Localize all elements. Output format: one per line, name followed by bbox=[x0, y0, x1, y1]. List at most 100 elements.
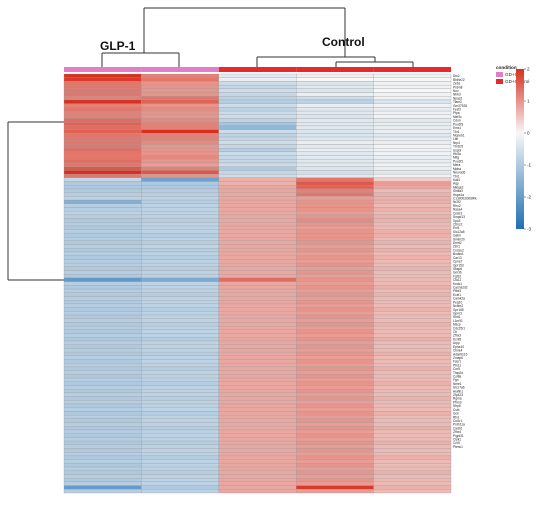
heatmap-cell bbox=[141, 218, 219, 223]
gene-label: Rgma bbox=[453, 397, 462, 401]
heatmap-cell bbox=[373, 222, 452, 227]
heatmap-cell bbox=[218, 344, 297, 349]
gene-label: Uspl3 bbox=[453, 148, 461, 152]
heatmap-cell bbox=[63, 192, 142, 197]
legend: condition GD+GLP GD+Control bbox=[496, 65, 529, 84]
heatmap-cell bbox=[373, 414, 452, 419]
heatmap-cell bbox=[141, 437, 219, 442]
heatmap-cell bbox=[141, 274, 219, 279]
heatmap-cell bbox=[373, 422, 452, 427]
heatmap-cell bbox=[63, 478, 142, 483]
heatmap-cell bbox=[296, 207, 374, 212]
heatmap-cell bbox=[141, 337, 219, 342]
heatmap-cell bbox=[141, 370, 219, 375]
heatmap-cell bbox=[296, 478, 374, 483]
heatmap-cell bbox=[218, 318, 297, 323]
heatmap-cell bbox=[373, 92, 452, 97]
heatmap-cell bbox=[296, 266, 374, 271]
heatmap-cell bbox=[373, 396, 452, 401]
heatmap-cell bbox=[373, 322, 452, 327]
gene-label: Tfap2d bbox=[453, 371, 463, 375]
heatmap-cell bbox=[373, 144, 452, 149]
heatmap-cell bbox=[296, 233, 374, 238]
heatmap-cell bbox=[218, 181, 297, 186]
group-label-glp1: GLP-1 bbox=[100, 39, 136, 53]
heatmap-cell bbox=[141, 244, 219, 249]
heatmap-cell bbox=[141, 236, 219, 242]
heatmap-cell bbox=[218, 84, 297, 89]
gene-label: Smpd13 bbox=[453, 215, 465, 219]
heatmap-cell bbox=[141, 288, 219, 293]
heatmap-cell bbox=[218, 103, 297, 108]
gene-label: Ptenc1 bbox=[453, 445, 463, 449]
heatmap-cell bbox=[63, 181, 142, 186]
heatmap-cell bbox=[218, 148, 297, 153]
heatmap-cell bbox=[296, 400, 374, 405]
heatmap-cell bbox=[296, 88, 374, 93]
heatmap-cell bbox=[218, 329, 297, 334]
heatmap-cell bbox=[296, 314, 374, 319]
legend-title: condition bbox=[496, 65, 517, 70]
heatmap-cell bbox=[63, 463, 142, 468]
heatmap-cell bbox=[296, 274, 374, 279]
heatmap-cell bbox=[63, 188, 142, 193]
heatmap-cell bbox=[63, 88, 142, 93]
heatmap-cell bbox=[63, 148, 142, 153]
column-dendrogram bbox=[101, 7, 414, 67]
gene-label: Bhlhe22 bbox=[453, 78, 465, 82]
heatmap-cell bbox=[218, 426, 297, 431]
heatmap-cell bbox=[141, 318, 219, 323]
heatmap-cell bbox=[373, 214, 452, 219]
heatmap-cell bbox=[373, 407, 452, 412]
heatmap-cell bbox=[141, 125, 219, 130]
heatmap-cell bbox=[373, 466, 452, 471]
heatmap-cell bbox=[141, 133, 219, 138]
heatmap-cell bbox=[296, 81, 374, 86]
heatmap-cell bbox=[141, 374, 219, 379]
color-scale-tick-label: 2 bbox=[527, 67, 530, 72]
heatmap-cell bbox=[218, 418, 297, 423]
heatmap-cell bbox=[63, 314, 142, 319]
heatmap-cell bbox=[63, 292, 142, 297]
heatmap-cell bbox=[63, 340, 142, 345]
heatmap-cell bbox=[373, 96, 452, 101]
color-scale-tick-label: -3 bbox=[527, 227, 532, 232]
heatmap-cell bbox=[296, 292, 374, 297]
heatmap-cell bbox=[373, 274, 452, 279]
gene-label: Mitg bbox=[453, 156, 459, 160]
gene-label: Kcnt5 bbox=[453, 337, 461, 341]
heatmap-cell bbox=[141, 359, 219, 364]
gene-label: Pou3f1 bbox=[453, 159, 463, 163]
gene-label: Gpnr3 bbox=[453, 311, 462, 315]
gene-label: Prdm8 bbox=[453, 85, 463, 89]
heatmap-cell bbox=[141, 173, 219, 178]
heatmap-cell bbox=[63, 437, 142, 442]
gene-label: Epha10 bbox=[453, 345, 464, 349]
heatmap-cell bbox=[296, 151, 374, 156]
heatmap-cell bbox=[296, 270, 374, 275]
heatmap-cell bbox=[373, 199, 452, 204]
heatmap-cell bbox=[218, 311, 297, 316]
gene-label: Fgn bbox=[453, 378, 459, 382]
legend-swatch-gd-glp bbox=[496, 72, 503, 77]
heatmap-cell bbox=[141, 348, 219, 353]
gene-label: Mpba bbox=[453, 167, 461, 171]
heatmap-cell bbox=[218, 325, 297, 331]
heatmap-cell bbox=[296, 329, 374, 334]
heatmap-cell bbox=[218, 422, 297, 427]
heatmap-cell bbox=[141, 455, 219, 460]
heatmap-cell bbox=[296, 466, 374, 471]
heatmap-cell bbox=[63, 118, 142, 123]
heatmap-cell bbox=[141, 251, 219, 256]
heatmap-cell bbox=[218, 177, 297, 182]
heatmap-cell bbox=[218, 366, 297, 371]
heatmap-cell bbox=[141, 140, 219, 145]
heatmap-cell bbox=[373, 129, 452, 134]
heatmap-cell bbox=[141, 314, 219, 319]
heatmap-cell bbox=[141, 389, 219, 394]
heatmap-cell bbox=[296, 96, 374, 101]
heatmap-cell bbox=[63, 325, 142, 331]
heatmap-cell bbox=[141, 233, 219, 238]
heatmap-cell bbox=[373, 188, 452, 193]
heatmap-cell bbox=[141, 277, 219, 282]
